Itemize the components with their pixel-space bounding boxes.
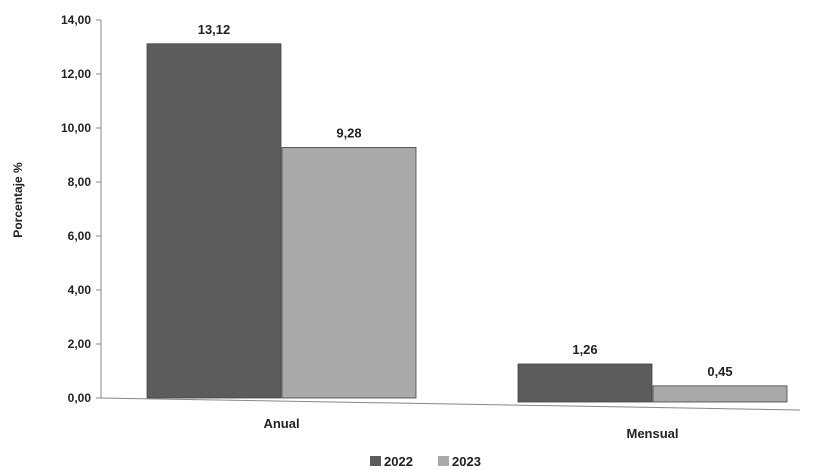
y-axis-label: Porcentaje % (11, 162, 25, 238)
data-label-mensual-2023: 0,45 (707, 364, 732, 379)
y-tick-label: 10,00 (61, 121, 91, 135)
bar-mensual-2023 (652, 385, 788, 403)
bar-anual-2022 (146, 43, 282, 399)
y-axis: 0,00 2,00 4,00 6,00 8,00 10,00 12,00 14,00 (61, 13, 102, 405)
bar-mensual-2022 (517, 363, 653, 403)
data-label-anual-2023: 9,28 (336, 125, 361, 140)
data-label-anual-2022: 13,12 (198, 22, 231, 37)
bars: 13,12 9,28 1,26 0,45 (146, 22, 788, 403)
y-tick-label: 8,00 (68, 175, 92, 189)
legend-label-2022: 2022 (384, 454, 413, 469)
legend: 2022 2023 (370, 454, 481, 469)
y-tick-label: 12,00 (61, 67, 91, 81)
y-tick-label: 0,00 (68, 391, 92, 405)
y-tick-label: 14,00 (61, 13, 91, 27)
x-tick-label: Mensual (626, 426, 678, 441)
legend-label-2023: 2023 (452, 454, 481, 469)
bar-anual-2023 (281, 147, 417, 399)
x-axis-line (100, 397, 801, 411)
legend-swatch-2022 (370, 456, 381, 466)
legend-swatch-2023 (438, 456, 449, 466)
x-tick-label: Anual (263, 416, 299, 431)
data-label-mensual-2022: 1,26 (572, 342, 597, 357)
y-tick-label: 2,00 (68, 337, 92, 351)
x-axis: Anual Mensual (100, 397, 801, 441)
y-tick-label: 6,00 (68, 229, 92, 243)
y-tick-label: 4,00 (68, 283, 92, 297)
